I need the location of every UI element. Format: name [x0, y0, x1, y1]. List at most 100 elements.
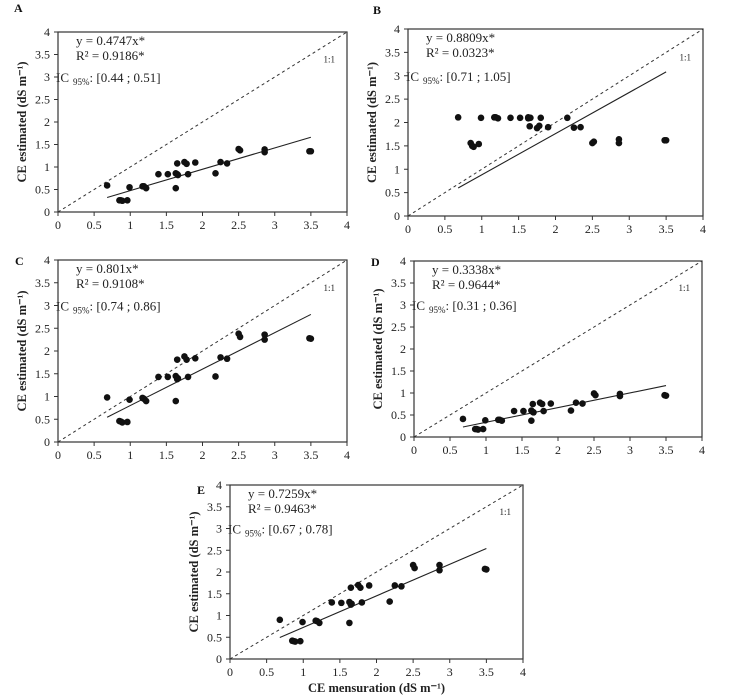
data-point	[191, 354, 199, 362]
data-point	[479, 425, 487, 433]
data-point	[516, 114, 524, 122]
data-point	[142, 397, 150, 405]
data-point	[119, 197, 126, 205]
y-axis-label: CE estimated (dS m⁻¹)	[15, 290, 29, 411]
data-point	[217, 158, 224, 166]
panel-d: 0 0.5 1 1.5 2 2.5 3 3.5 4 0 0.5 1 1.5 2 2.5 3 3.5 4 1:1 y =…	[371, 254, 705, 457]
ci-label: IC 95%: [0.71 ; 1.05]	[406, 69, 511, 86]
data-point	[126, 396, 133, 403]
y-tick-label: 3.5	[391, 276, 406, 290]
data-point	[535, 122, 543, 130]
panel-b: 0 0.5 1 1.5 2 2.5 3 3.5 4 0 0.5 1 1.5 2 2.5 3 3.5 4 1:1 y =…	[365, 3, 706, 236]
ci-subscript: 95%	[423, 76, 440, 86]
y-tick-label: 4	[216, 478, 222, 492]
data-point	[537, 114, 545, 122]
y-tick-label: 2	[44, 115, 50, 129]
data-point	[391, 582, 399, 589]
x-tick-label: 1	[479, 222, 485, 236]
data-point	[474, 426, 482, 433]
y-tick-label: 0	[44, 435, 50, 449]
identity-label: 1:1	[499, 507, 511, 517]
y-tick-label: 0.5	[35, 412, 50, 426]
y-tick-label: 4	[394, 22, 400, 36]
x-tick-label: 0	[405, 222, 411, 236]
x-tick-label: 2.5	[231, 218, 246, 232]
equation-label: y = 0.3338x*	[432, 262, 501, 277]
ci-prefix: IC	[406, 69, 419, 84]
data-point	[527, 114, 534, 122]
data-point	[174, 375, 182, 382]
data-point	[338, 599, 345, 607]
y-tick-label: 1.5	[35, 138, 50, 152]
data-point	[590, 138, 598, 145]
ci-label: IC 95%: [0.74 ; 0.86]	[56, 299, 161, 316]
panel-letter: A	[14, 1, 23, 15]
ci-label: IC 95%: [0.31 ; 0.36]	[412, 298, 517, 315]
data-point	[261, 331, 268, 338]
data-point	[348, 600, 355, 608]
x-tick-label: 0.5	[87, 448, 102, 462]
data-point	[530, 409, 537, 416]
data-point	[261, 148, 268, 156]
data-point	[526, 122, 533, 130]
y-tick-label: 1.5	[385, 139, 400, 153]
y-tick-label: 2	[394, 116, 400, 130]
identity-label: 1:1	[323, 55, 335, 65]
data-point	[155, 373, 162, 381]
regression-line	[457, 71, 667, 189]
panel-e: 0 0.5 1 1.5 2 2.5 3 3.5 4 0 0.5 1 1.5 2 2.5 3 3.5 4 1:1 y =…	[187, 478, 526, 695]
equation-label: y = 0.8809x*	[426, 30, 495, 45]
y-tick-label: 0	[216, 652, 222, 666]
data-point	[307, 147, 315, 155]
y-tick-label: 1	[44, 160, 50, 174]
equation-label: y = 0.4747x*	[76, 33, 145, 48]
ci-prefix: IC	[412, 298, 425, 313]
y-tick-label: 2.5	[391, 320, 406, 334]
x-tick-label: 0	[55, 218, 61, 232]
data-point	[547, 400, 555, 407]
y-tick-label: 2	[44, 344, 50, 358]
x-tick-label: 3	[447, 665, 453, 679]
regression-line	[106, 136, 312, 199]
x-tick-label: 0	[55, 448, 61, 462]
y-tick-label: 1	[400, 386, 406, 400]
data-point	[236, 333, 244, 341]
y-tick-label: 3	[44, 70, 50, 84]
ci-value: : [0.71 ; 1.05]	[440, 69, 511, 84]
data-point	[529, 400, 537, 408]
data-point	[494, 114, 502, 122]
data-point	[398, 583, 405, 590]
y-tick-label: 0.5	[391, 408, 406, 422]
data-point	[223, 160, 231, 167]
data-point	[184, 170, 192, 178]
data-point	[572, 399, 580, 406]
data-point	[103, 394, 111, 401]
data-point	[328, 599, 336, 606]
data-point	[173, 160, 181, 167]
y-tick-label: 3.5	[35, 276, 50, 290]
y-axis-label: CE estimated (dS m⁻¹)	[15, 61, 29, 182]
r2-label: R² = 0.9644*	[432, 277, 501, 292]
y-tick-label: 2.5	[207, 543, 222, 557]
data-point	[538, 400, 546, 408]
x-tick-label: 3	[626, 222, 632, 236]
identity-line	[413, 260, 703, 438]
data-point	[183, 160, 190, 168]
data-point	[540, 407, 547, 415]
identity-line	[57, 259, 348, 443]
y-tick-label: 1	[216, 609, 222, 623]
identity-line	[407, 28, 704, 217]
ci-subscript: 95%	[73, 306, 90, 316]
data-point	[172, 184, 180, 192]
y-tick-label: 1	[394, 162, 400, 176]
x-tick-label: 1.5	[159, 448, 174, 462]
x-tick-label: 0	[411, 443, 417, 457]
x-tick-label: 3	[272, 218, 278, 232]
x-tick-label: 1.5	[511, 222, 526, 236]
y-tick-label: 2.5	[35, 321, 50, 335]
y-tick-label: 3	[394, 69, 400, 83]
data-point	[477, 114, 485, 122]
x-tick-label: 1.5	[515, 443, 530, 457]
y-tick-label: 0.5	[385, 186, 400, 200]
data-point	[481, 416, 489, 424]
